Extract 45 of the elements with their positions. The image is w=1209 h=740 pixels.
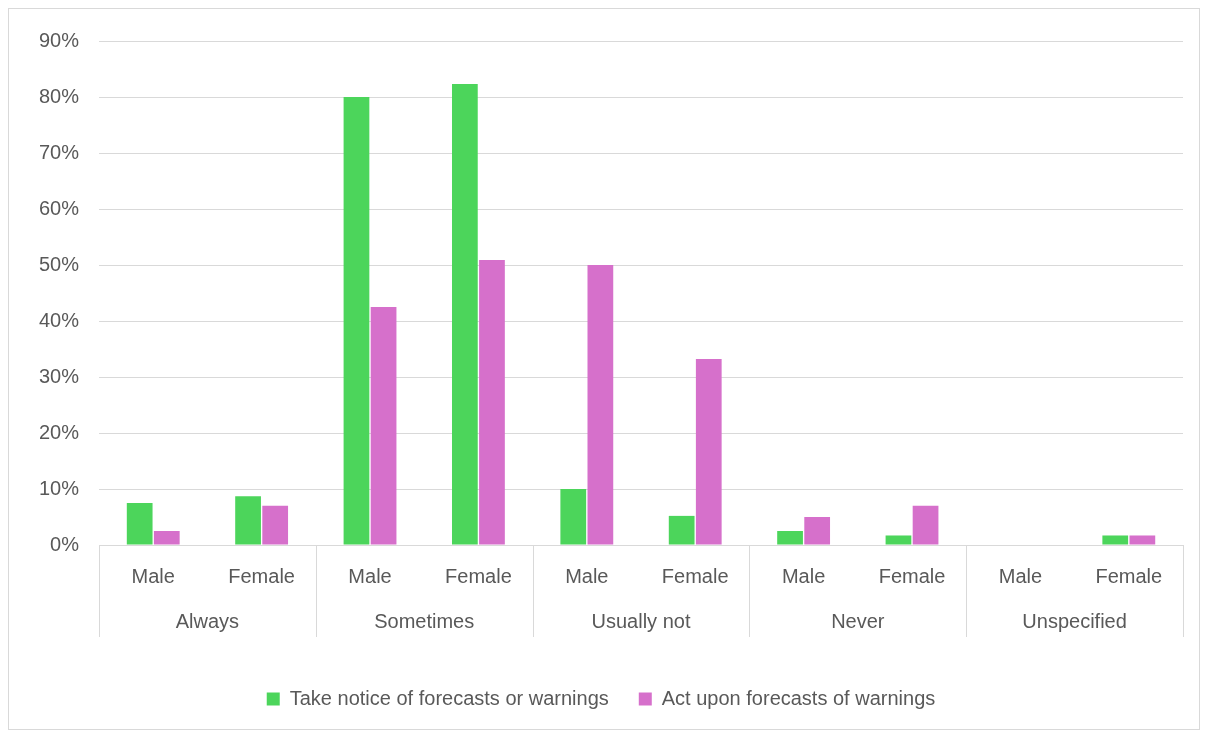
bar bbox=[560, 489, 587, 545]
y-tick-label: 0% bbox=[50, 532, 80, 555]
y-tick-label: 80% bbox=[39, 84, 80, 107]
bar bbox=[262, 505, 289, 545]
x-tick-label: Female bbox=[228, 564, 295, 587]
text: Unspecified bbox=[1022, 609, 1127, 632]
y-tick-label: 10% bbox=[39, 476, 80, 499]
bar bbox=[695, 359, 722, 545]
x-tick-label: Female bbox=[445, 564, 512, 587]
bar bbox=[235, 496, 261, 545]
x-tick-label: Male bbox=[131, 564, 175, 587]
x-tick-label: Female bbox=[661, 564, 729, 587]
bar bbox=[668, 515, 695, 545]
bar bbox=[912, 505, 939, 545]
bar bbox=[1102, 535, 1129, 545]
x-tick-label: Female bbox=[1095, 564, 1163, 587]
x-tick-label: Male bbox=[998, 564, 1043, 587]
bar bbox=[452, 84, 478, 545]
text: Always bbox=[175, 609, 240, 632]
y-tick-label: 40% bbox=[39, 308, 80, 331]
bar bbox=[343, 97, 370, 545]
y-tick-label: 60% bbox=[39, 196, 80, 219]
bar bbox=[126, 503, 153, 545]
y-tick-label: 90% bbox=[39, 28, 80, 51]
bar bbox=[777, 531, 803, 545]
y-tick-label: 20% bbox=[39, 420, 80, 443]
bar bbox=[153, 531, 180, 545]
legend-label: Act upon forecasts of warnings bbox=[661, 686, 936, 709]
x-tick-label: Male bbox=[348, 564, 392, 587]
y-tick-label: 70% bbox=[39, 140, 80, 163]
bar bbox=[587, 265, 614, 545]
bar bbox=[1129, 535, 1156, 545]
bar bbox=[370, 307, 397, 545]
text: Usually not bbox=[591, 609, 691, 632]
x-tick-label: Female bbox=[878, 564, 946, 587]
y-tick-label: 30% bbox=[39, 364, 80, 387]
bar bbox=[804, 517, 831, 545]
text: Sometimes bbox=[374, 609, 475, 632]
text: Never bbox=[831, 609, 885, 632]
bar bbox=[479, 259, 505, 545]
x-tick-label: Male bbox=[565, 564, 609, 587]
bar bbox=[885, 535, 912, 545]
x-tick-label: Male bbox=[781, 564, 826, 587]
y-tick-label: 50% bbox=[39, 252, 80, 275]
legend-label: Take notice of forecasts or warnings bbox=[289, 686, 609, 709]
